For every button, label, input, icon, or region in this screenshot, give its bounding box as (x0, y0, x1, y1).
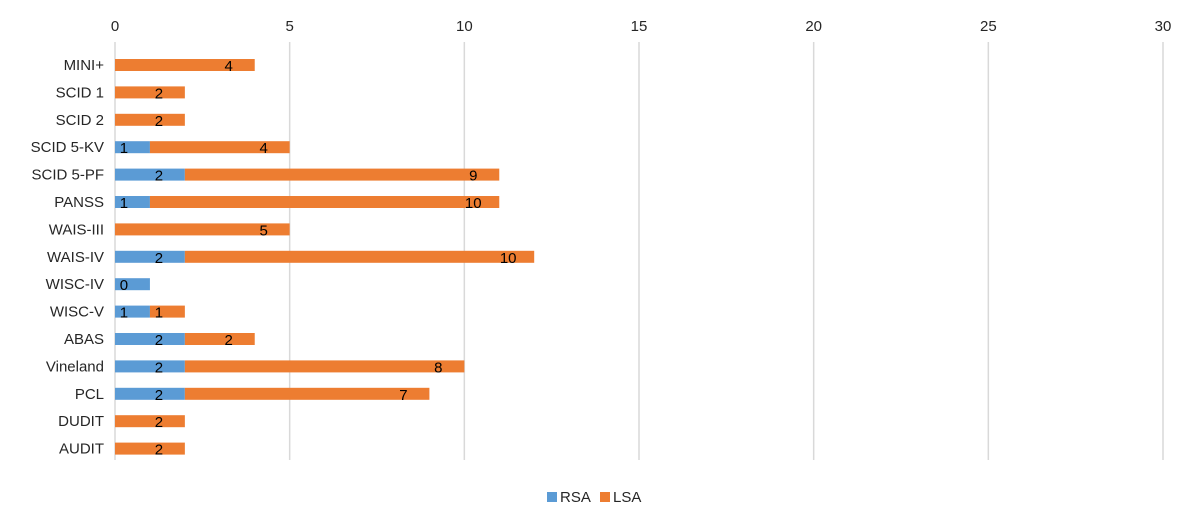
data-label-lsa: 2 (155, 85, 163, 102)
bar-lsa (115, 86, 185, 99)
data-label-rsa: 2 (155, 359, 163, 376)
category-label: WAIS-III (49, 221, 104, 238)
bar-lsa (184, 250, 535, 263)
x-tick-label: 15 (631, 18, 648, 35)
category-label: DUDIT (58, 413, 104, 430)
bar-rsa (115, 196, 150, 208)
data-label-rsa: 1 (120, 140, 128, 157)
bar-lsa (149, 305, 185, 318)
bar-rsa (115, 141, 150, 154)
data-label-lsa: 5 (259, 222, 267, 239)
legend-swatch-rsa (547, 492, 557, 502)
category-label: SCID 2 (56, 112, 104, 129)
data-label-lsa: 2 (155, 442, 163, 459)
bar-lsa (115, 113, 185, 126)
category-label: PCL (75, 386, 104, 403)
bar-rsa (115, 168, 185, 181)
category-label: PANSS (54, 194, 104, 211)
category-label: WISC-V (50, 304, 104, 321)
x-tick-label: 0 (111, 18, 119, 35)
bar-lsa (149, 196, 500, 208)
data-label-lsa: 8 (434, 359, 442, 376)
category-label: ABAS (64, 331, 104, 348)
category-label: AUDIT (59, 441, 104, 458)
legend-label-lsa: LSA (613, 489, 641, 506)
category-label: SCID 5-KV (31, 139, 104, 156)
data-label-rsa: 2 (155, 168, 163, 185)
data-label-lsa: 2 (225, 332, 233, 349)
category-label: SCID 1 (56, 84, 104, 101)
data-label-rsa: 2 (155, 250, 163, 267)
data-label-rsa: 2 (155, 332, 163, 349)
data-label-lsa: 10 (465, 195, 482, 212)
category-label: Vineland (46, 358, 104, 375)
data-label-rsa: 1 (120, 305, 128, 322)
data-label-rsa: 1 (120, 195, 128, 212)
bar-rsa (115, 387, 185, 400)
bar-lsa (149, 141, 290, 154)
bar-lsa (184, 168, 500, 181)
bar-rsa (115, 333, 185, 345)
category-label: WISC-IV (46, 276, 104, 293)
category-label: SCID 5-PF (31, 167, 104, 184)
bar-rsa (115, 250, 185, 263)
legend-swatch-lsa (600, 492, 610, 502)
x-axis-ticks: 0 5 10 15 20 25 30 (111, 18, 1172, 35)
data-label-lsa: 1 (155, 305, 163, 322)
bars (115, 59, 535, 455)
x-tick-label: 25 (980, 18, 997, 35)
category-labels: MINI+ SCID 1 SCID 2 SCID 5-KV SCID 5-PF PANSS… (31, 57, 105, 458)
x-tick-label: 5 (285, 18, 293, 35)
data-label-rsa: 2 (155, 387, 163, 404)
bar-lsa (115, 442, 185, 455)
x-tick-label: 10 (456, 18, 473, 35)
data-label-lsa: 2 (155, 414, 163, 431)
data-label-lsa: 7 (399, 387, 407, 404)
data-label-lsa: 4 (259, 140, 267, 157)
data-label-lsa: 4 (225, 58, 233, 75)
bar-lsa (184, 360, 465, 373)
bar-rsa (115, 305, 150, 318)
data-label-rsa: 0 (120, 277, 128, 294)
bar-lsa (115, 59, 255, 71)
category-label: MINI+ (64, 57, 105, 74)
bar-lsa (184, 333, 255, 345)
bar-rsa (115, 278, 150, 291)
bar-lsa (115, 415, 185, 428)
x-tick-label: 30 (1155, 18, 1172, 35)
bar-lsa (115, 223, 290, 236)
bar-lsa (184, 387, 430, 400)
data-label-lsa: 2 (155, 113, 163, 130)
x-tick-label: 20 (805, 18, 822, 35)
data-label-lsa: 10 (500, 250, 517, 267)
legend-label-rsa: RSA (560, 489, 591, 506)
data-label-lsa: 9 (469, 168, 477, 185)
data-labels: 4 2 2 1 4 2 9 1 10 5 2 10 0 1 1 2 2 2 8 2 7 2 2 (120, 58, 517, 459)
bar-rsa (115, 360, 185, 373)
category-label: WAIS-IV (47, 249, 104, 266)
legend: RSA LSA (547, 489, 641, 506)
